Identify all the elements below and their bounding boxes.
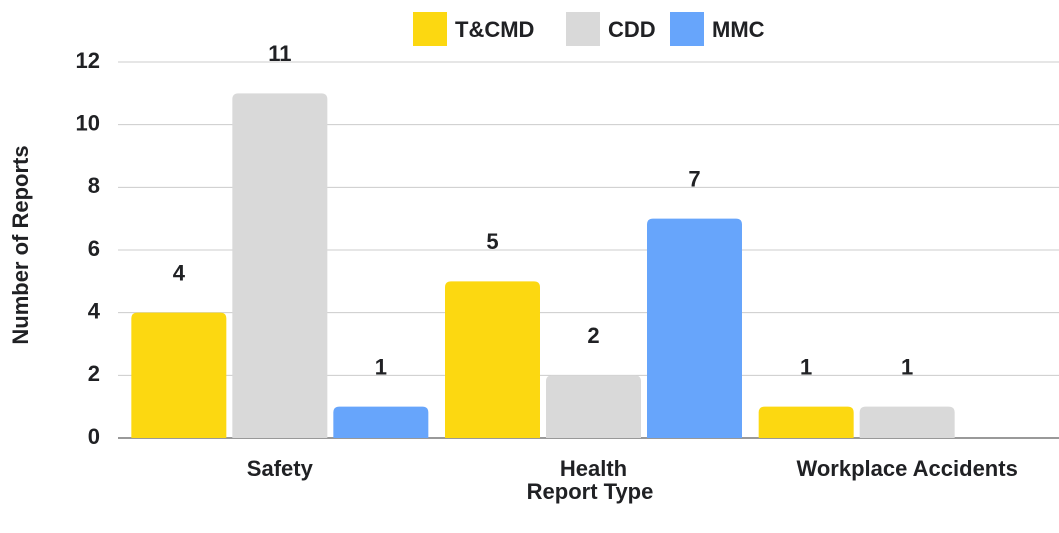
bar (131, 312, 227, 438)
bar (445, 281, 540, 438)
y-axis-label: Number of Reports (8, 145, 33, 344)
x-tick-label: Workplace Accidents (797, 456, 1018, 481)
x-tick-label: Health (560, 456, 627, 481)
bar (333, 406, 429, 438)
bar (546, 375, 641, 438)
y-tick-label: 8 (88, 173, 100, 198)
bar (232, 93, 328, 438)
data-label: 4 (173, 260, 186, 285)
legend-label: CDD (608, 17, 656, 42)
data-label: 7 (688, 166, 700, 191)
legend-swatch (566, 12, 600, 46)
y-tick-label: 10 (76, 110, 100, 135)
y-tick-label: 12 (76, 48, 100, 73)
legend-swatch (670, 12, 704, 46)
bar (758, 406, 854, 438)
legend-label: MMC (712, 17, 765, 42)
data-label: 5 (486, 229, 498, 254)
data-label: 11 (268, 41, 291, 66)
y-tick-label: 6 (88, 236, 100, 261)
data-label: 2 (587, 323, 599, 348)
legend-label: T&CMD (455, 17, 534, 42)
data-label: 1 (901, 354, 913, 379)
bar (859, 406, 955, 438)
data-label: 1 (800, 354, 812, 379)
x-axis-label: Report Type (527, 479, 654, 504)
y-tick-label: 0 (88, 424, 100, 449)
y-tick-label: 2 (88, 361, 100, 386)
bar (647, 218, 742, 438)
y-tick-label: 4 (88, 298, 101, 323)
x-tick-label: Safety (247, 456, 314, 481)
data-label: 1 (375, 354, 387, 379)
legend-swatch (413, 12, 447, 46)
